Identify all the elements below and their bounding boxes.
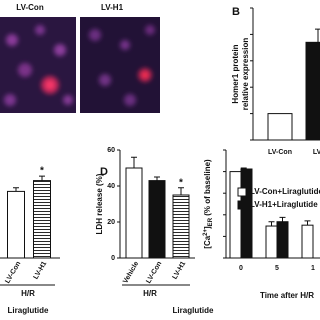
error-bar (304, 220, 311, 226)
y-axis-label-part: (% of baseline) (203, 159, 212, 218)
error-bar (315, 28, 320, 43)
bar (276, 221, 289, 259)
x-tick-label: LV-Con (268, 149, 292, 156)
group-label: H/R (21, 289, 35, 298)
micrograph-1 (0, 17, 76, 113)
x-tick-label: Vehicle (122, 260, 140, 284)
error-bar (13, 187, 19, 192)
bar (125, 167, 143, 259)
group-label: H/R (143, 289, 157, 298)
y-tick-label: 40 (107, 183, 115, 190)
bar (267, 113, 293, 141)
panel-label: B (232, 6, 240, 18)
x-tick-label: LV-Con (145, 260, 163, 284)
bar (148, 180, 166, 259)
legend-swatch (237, 187, 247, 197)
bar (229, 171, 242, 259)
y-axis-label-part: 2+ (203, 228, 209, 235)
x-tick-label: LV-Con (4, 260, 22, 284)
bar (33, 180, 51, 259)
x-tick-label: LV-H1 (172, 260, 188, 280)
error-bar (268, 221, 275, 227)
image-label: LV-H1 (101, 3, 124, 12)
panel-label: D (100, 166, 108, 178)
x-tick-label: LV- (313, 149, 320, 156)
bar (301, 224, 314, 259)
legend-swatch (237, 200, 247, 210)
y-axis-label: [Ca2+​]ER​ (% of baseline) (203, 159, 214, 249)
legend-label: LV-Con+Liraglutide (250, 187, 320, 196)
bar (172, 194, 190, 259)
error-bar (154, 176, 160, 181)
legend-label: LV-H1+Liraglutide (250, 200, 318, 209)
y-axis-label: Homer1 protein (231, 44, 240, 103)
x-axis-label: Time after H/R (260, 291, 314, 300)
y-axis-label-part: [Ca (203, 235, 212, 248)
y-axis-label: relative expression (241, 38, 250, 111)
significance: * (179, 177, 183, 188)
x-tick-label: LV-H1 (33, 260, 49, 280)
image-label: LV-Con (16, 3, 44, 12)
x-tick-label: 1 (311, 265, 315, 272)
significance: * (40, 166, 44, 177)
bar (305, 41, 320, 141)
y-axis-label-part: ER (208, 217, 214, 226)
y-axis-label-part: ] (203, 226, 212, 229)
y-tick-label: 60 (107, 147, 115, 154)
y-tick-label: 20 (107, 219, 115, 226)
error-bar (279, 216, 286, 222)
group-label: Liraglutide (173, 306, 214, 315)
x-tick-label: 0 (239, 265, 243, 272)
group-label: Liraglutide (8, 306, 49, 315)
error-bar (39, 175, 45, 181)
bar (240, 168, 253, 259)
micrograph-2 (80, 17, 160, 113)
bar (265, 225, 278, 259)
x-tick-label: 5 (275, 265, 279, 272)
y-axis-label: LDH release (%) (95, 173, 104, 234)
error-bar (131, 156, 137, 168)
y-tick-label: 0 (111, 255, 115, 262)
bar (7, 190, 25, 259)
error-bar (178, 187, 184, 195)
